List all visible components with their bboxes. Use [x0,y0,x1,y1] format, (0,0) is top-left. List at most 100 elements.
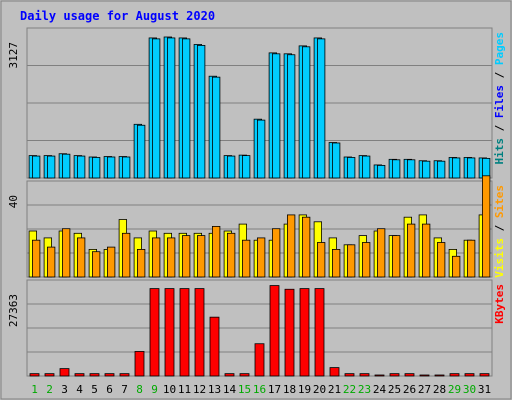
x-tick-label: 12 [193,383,206,396]
bar-files [241,155,251,179]
bar-files [421,160,431,179]
bar-files [391,159,401,179]
x-tick-label: 11 [178,383,191,396]
bar-files [62,153,71,179]
x-tick-label: 15 [238,383,251,396]
bar-kbytes [74,373,85,377]
x-tick-label: 9 [151,383,158,396]
bar-files [436,160,446,179]
x-tick-label: 7 [121,383,128,396]
bar-kbytes [224,373,235,377]
bar-kbytes [89,373,100,377]
bar-kbytes [434,374,445,377]
x-tick-label: 5 [91,383,98,396]
bar-kbytes [179,288,190,377]
bar-sites [331,248,341,278]
y-max-label: 27363 [7,294,20,327]
bar-sites [62,228,71,278]
bar-kbytes [314,288,325,377]
bar-files [331,142,341,179]
bar-sites [32,239,41,278]
bar-sites [47,246,56,278]
x-tick-label: 4 [76,383,83,396]
bar-sites [166,237,176,278]
bar-files [151,38,161,179]
bar-files [181,38,191,179]
x-tick-label: 29 [448,383,461,396]
bar-files [211,76,221,179]
legend-sites: Sites [493,185,506,218]
bar-kbytes [299,288,310,377]
bar-files [316,38,326,179]
bar-files [92,157,101,179]
bar-kbytes [239,373,250,377]
bar-files [226,155,236,179]
side-legend: Hits / Files / Pages [493,32,506,165]
bar-kbytes [389,373,400,377]
panel-middle: 40 Visits / Sites [7,175,506,278]
bar-kbytes [44,373,55,377]
x-tick-label: 28 [433,383,446,396]
bar-sites [107,246,116,278]
bar-kbytes [134,351,145,377]
bar-sites [421,223,431,278]
bar-sites [316,242,326,278]
chart-title: Daily usage for August 2020 [20,9,215,23]
bar-kbytes [344,373,355,377]
x-tick-label: 3 [61,383,68,396]
x-tick-label: 20 [313,383,326,396]
bar-files [406,159,416,179]
bar-files [301,46,311,179]
legend-separator: / [493,218,506,238]
x-tick-label: 8 [136,383,143,396]
bar-kbytes [29,373,40,377]
bar-files [136,124,146,179]
x-tick-label: 25 [388,383,401,396]
bar-sites [122,232,131,278]
bar-files [481,157,491,179]
x-tick-label: 31 [478,383,491,396]
bar-files [77,155,86,179]
bar-kbytes [164,288,175,377]
bar-files [376,164,386,179]
bar-kbytes [254,343,265,377]
bar-sites [136,248,146,278]
bar-sites [256,237,266,278]
bar-sites [346,244,356,278]
bar-sites [301,216,311,278]
legend-separator: / [493,118,506,138]
bar-kbytes [284,288,295,377]
bar-kbytes [104,373,115,377]
bar-files [271,53,281,179]
x-tick-label: 23 [358,383,371,396]
bar-kbytes [479,373,490,377]
bar-kbytes [359,373,370,377]
legend-pages: Pages [493,32,506,65]
bar-sites [181,235,191,278]
x-tick-label: 18 [283,383,296,396]
bar-kbytes [329,367,340,377]
x-tick-label: 27 [418,383,431,396]
bar-files [451,157,461,179]
bar-files [196,45,206,179]
bar-sites [211,225,221,278]
bar-kbytes [419,374,430,377]
bar-sites [436,242,446,278]
bar-kbytes [374,374,385,377]
y-max-label: 40 [7,195,20,208]
x-tick-label: 14 [223,383,237,396]
bar-sites [361,242,371,278]
legend-kbytes: KBytes [493,284,506,324]
bar-kbytes [404,373,415,377]
x-tick-label: 16 [253,383,266,396]
bar-sites [92,251,101,278]
bar-sites [391,235,401,278]
legend-visits: Visits [493,238,506,278]
bar-sites [451,255,461,278]
bar-files [361,155,371,179]
bar-files [466,157,476,179]
bar-sites [406,223,416,278]
bar-sites [241,239,251,278]
